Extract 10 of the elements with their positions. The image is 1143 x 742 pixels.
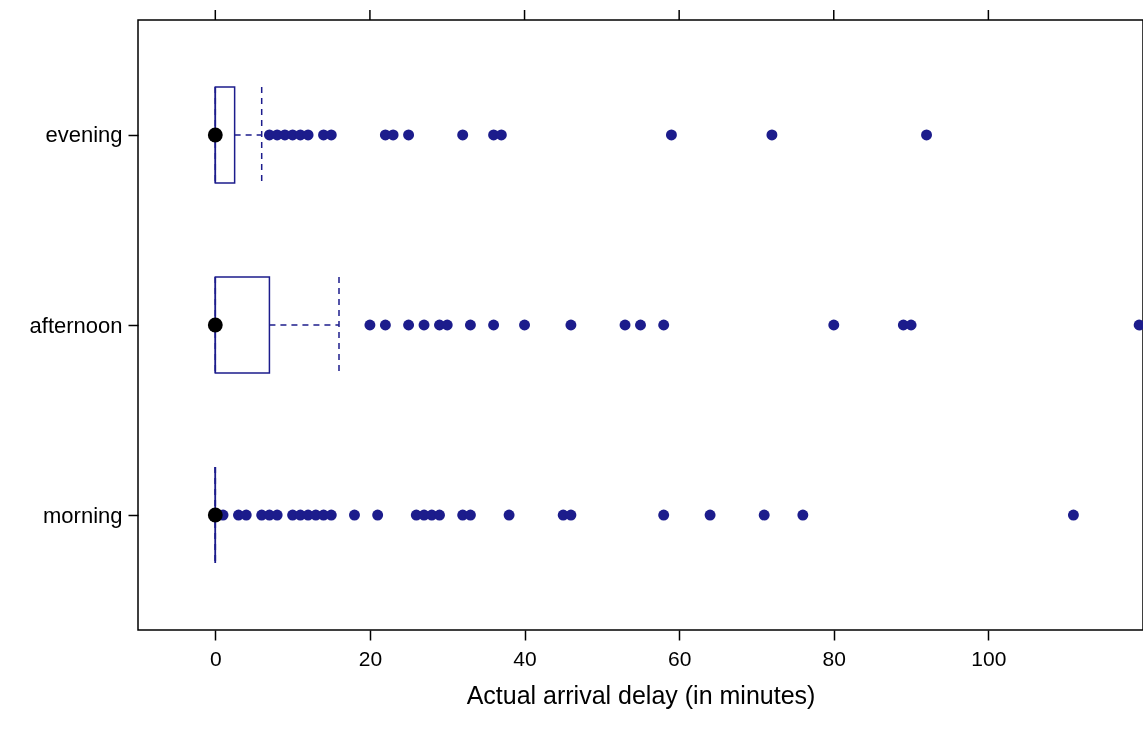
x-axis-title: Actual arrival delay (in minutes) [466, 680, 816, 709]
y-tick-label: afternoon [29, 312, 123, 338]
x-tick-label: 0 [209, 646, 222, 670]
x-tick-label: 20 [358, 646, 383, 670]
x-tick-label: 100 [971, 646, 1007, 670]
x-tick-label: 80 [822, 646, 846, 670]
x-tick-label: 60 [667, 646, 692, 670]
x-tick-label: 40 [513, 646, 537, 670]
y-tick-label: evening [45, 122, 123, 148]
y-tick-label: morning [43, 502, 123, 528]
